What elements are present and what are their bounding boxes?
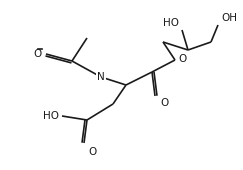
- Text: O: O: [178, 54, 186, 64]
- Text: OH: OH: [221, 13, 237, 23]
- Text: N: N: [97, 72, 105, 82]
- Text: HO: HO: [43, 111, 59, 121]
- Text: O: O: [88, 147, 96, 157]
- Text: HO: HO: [163, 18, 179, 28]
- Text: O: O: [34, 49, 42, 59]
- Text: O: O: [160, 98, 168, 108]
